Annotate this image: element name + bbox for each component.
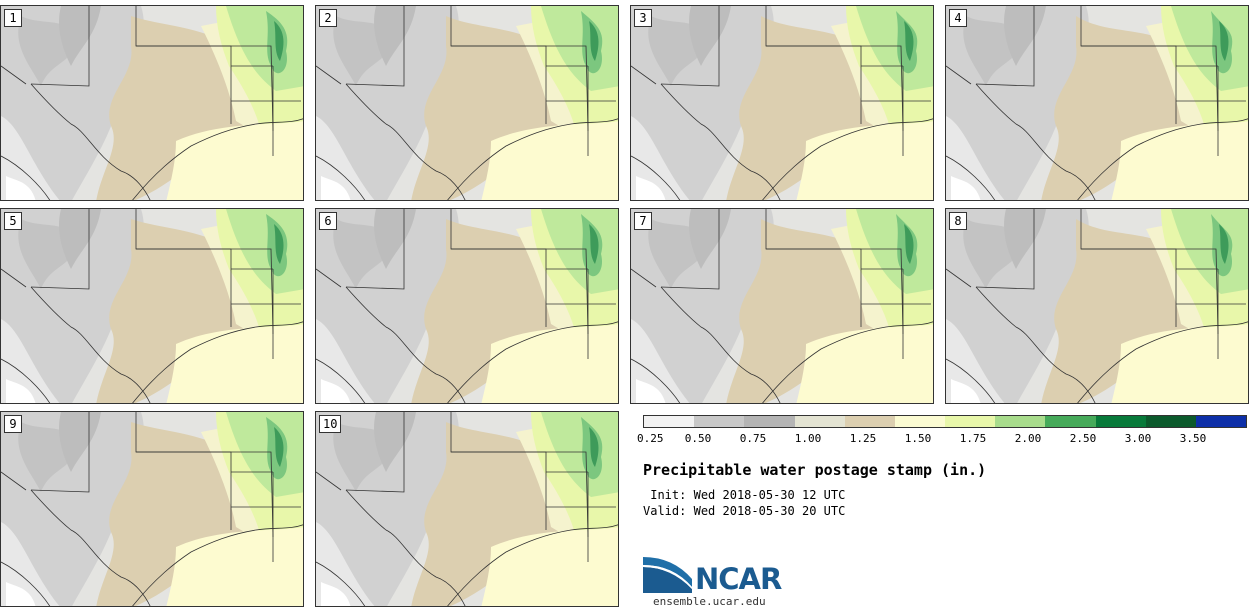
colorbar-tick-label: 0.25 (637, 432, 664, 445)
colorbar-tick-label: 2.50 (1069, 432, 1097, 445)
colorbar-swatch (1095, 416, 1146, 427)
member-number: 1 (4, 9, 22, 27)
colorbar-swatch (844, 416, 895, 427)
precipitable-water-map (1, 6, 303, 200)
postage-stamp-map: 1 (0, 5, 304, 201)
valid-time: Valid: Wed 2018-05-30 20 UTC (643, 504, 845, 518)
colorbar-tick-label: 1.00 (794, 432, 822, 445)
colorbar-tick-label: 2.00 (1014, 432, 1042, 445)
colorbar-tick-labels: 0.25 0.50 0.75 1.00 1.25 1.50 1.75 2.00 2.50 3.00… (637, 432, 1247, 446)
colorbar-tick-label: 0.50 (684, 432, 712, 445)
init-time: Init: Wed 2018-05-30 12 UTC (643, 488, 845, 502)
valid-value: Wed 2018-05-30 20 UTC (693, 504, 846, 518)
precipitable-water-map (1, 412, 303, 606)
member-number: 6 (319, 212, 337, 230)
colorbar-swatch (694, 416, 745, 427)
colorbar-tick-label: 3.00 (1124, 432, 1152, 445)
colorbar-tick-label: 1.25 (849, 432, 877, 445)
colorbar-tick-label: 3.50 (1179, 432, 1207, 445)
precipitable-water-map (316, 412, 618, 606)
postage-stamp-map: 6 (315, 208, 619, 404)
colorbar-tick-label: 1.50 (904, 432, 932, 445)
postage-stamp-map: 4 (945, 5, 1249, 201)
member-number: 2 (319, 9, 337, 27)
precipitable-water-map (631, 209, 933, 403)
postage-stamp-map: 8 (945, 208, 1249, 404)
colorbar-swatch (1045, 416, 1096, 427)
precipitable-water-map (316, 6, 618, 200)
precipitable-water-map (946, 6, 1248, 200)
postage-stamp-map: 9 (0, 411, 304, 607)
precipitable-water-map (946, 209, 1248, 403)
precipitable-water-map (631, 6, 933, 200)
postage-stamp-map: 7 (630, 208, 934, 404)
colorbar-swatch (894, 416, 946, 427)
colorbar-swatch (794, 416, 845, 427)
member-number: 10 (319, 415, 342, 433)
colorbar (643, 415, 1247, 428)
colorbar-tick-label: 1.75 (959, 432, 987, 445)
colorbar-swatch (1195, 416, 1247, 427)
figure-title: Precipitable water postage stamp (in.) (643, 461, 987, 479)
colorbar-swatch (744, 416, 795, 427)
logo-url: ensemble.ucar.edu (653, 595, 766, 608)
init-label: Init: (643, 488, 687, 502)
ncar-logo: NCAR (643, 553, 803, 597)
postage-stamp-map: 2 (315, 5, 619, 201)
ncar-wordmark: NCAR (695, 562, 782, 596)
ncar-swoosh-icon (643, 557, 692, 593)
member-number: 4 (949, 9, 967, 27)
member-number: 9 (4, 415, 22, 433)
member-number: 8 (949, 212, 967, 230)
precipitable-water-map (316, 209, 618, 403)
member-number: 3 (634, 9, 652, 27)
colorbar-swatch (945, 416, 996, 427)
colorbar-swatch (1145, 416, 1196, 427)
precipitable-water-map (1, 209, 303, 403)
postage-stamp-map: 3 (630, 5, 934, 201)
colorbar-tick-label: 0.75 (739, 432, 767, 445)
postage-stamp-map: 5 (0, 208, 304, 404)
valid-label: Valid: (643, 504, 687, 518)
colorbar-swatch (995, 416, 1046, 427)
init-value: Wed 2018-05-30 12 UTC (693, 488, 846, 502)
member-number: 7 (634, 212, 652, 230)
postage-stamp-map: 10 (315, 411, 619, 607)
colorbar-swatch (644, 416, 695, 427)
member-number: 5 (4, 212, 22, 230)
